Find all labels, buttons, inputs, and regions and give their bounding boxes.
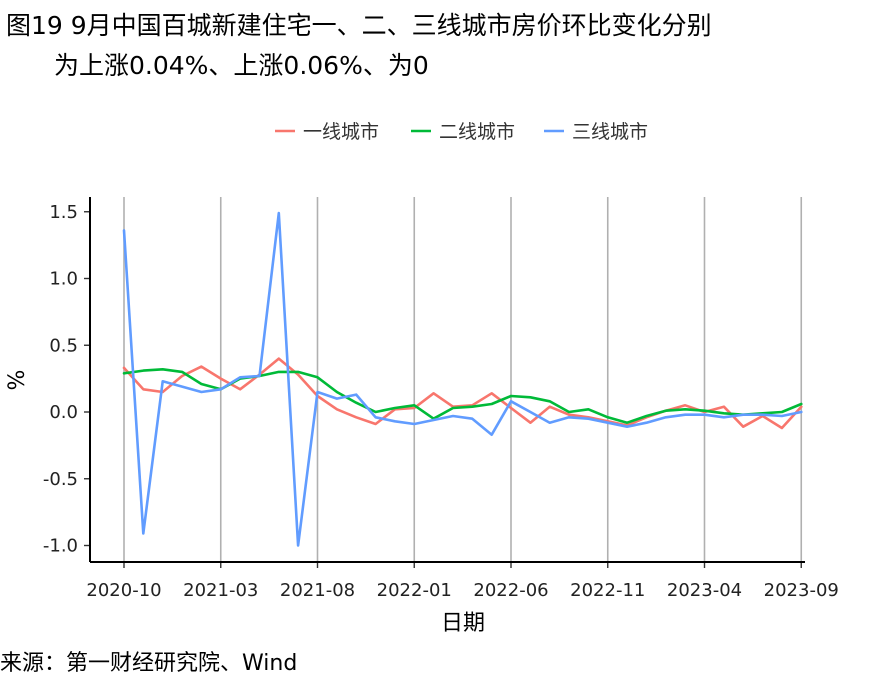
x-tick-label: 2023-04: [667, 580, 742, 601]
series-lines: [122, 211, 803, 547]
y-tick-label: 0.5: [49, 335, 78, 356]
series-line-1: [122, 357, 803, 430]
y-tick-label: 1.0: [49, 269, 78, 290]
y-tick-label: -0.5: [43, 469, 78, 490]
x-axis-title: 日期: [441, 611, 485, 636]
x-tick-label: 2022-11: [570, 580, 645, 601]
grid-lines: [123, 197, 803, 562]
x-tick-label: 2021-03: [183, 580, 258, 601]
x-tick-label: 2022-06: [473, 580, 548, 601]
source-note: 来源：第一财经研究院、Wind: [0, 651, 298, 676]
x-tick-label: 2021-08: [280, 580, 355, 601]
y-tick-label: -1.0: [43, 536, 78, 557]
series-line-3: [122, 211, 803, 547]
legend-label-1: 一线城市: [303, 121, 379, 143]
axes: 2020-10 2021-03 2021-08 2022-01 2022-06 2022-…: [5, 197, 839, 636]
x-tick-label: 2022-01: [377, 580, 452, 601]
legend: 一线城市 二线城市 三线城市: [275, 121, 648, 143]
chart-title: 图19 9月中国百城新建住宅一、二、三线城市房价环比变化分别 为上涨0.04%、…: [6, 6, 876, 86]
legend-label-3: 三线城市: [572, 121, 648, 143]
title-line-1: 图19 9月中国百城新建住宅一、二、三线城市房价环比变化分别: [6, 11, 712, 40]
y-tick-label: 0.0: [49, 402, 78, 423]
title-line-2: 为上涨0.04%、上涨0.06%、为0: [54, 51, 429, 80]
x-tick-label: 2023-09: [764, 580, 839, 601]
x-tick-label: 2020-10: [86, 580, 161, 601]
legend-label-2: 二线城市: [439, 121, 515, 143]
y-axis-title: %: [5, 370, 30, 391]
y-tick-label: 1.5: [49, 202, 78, 223]
